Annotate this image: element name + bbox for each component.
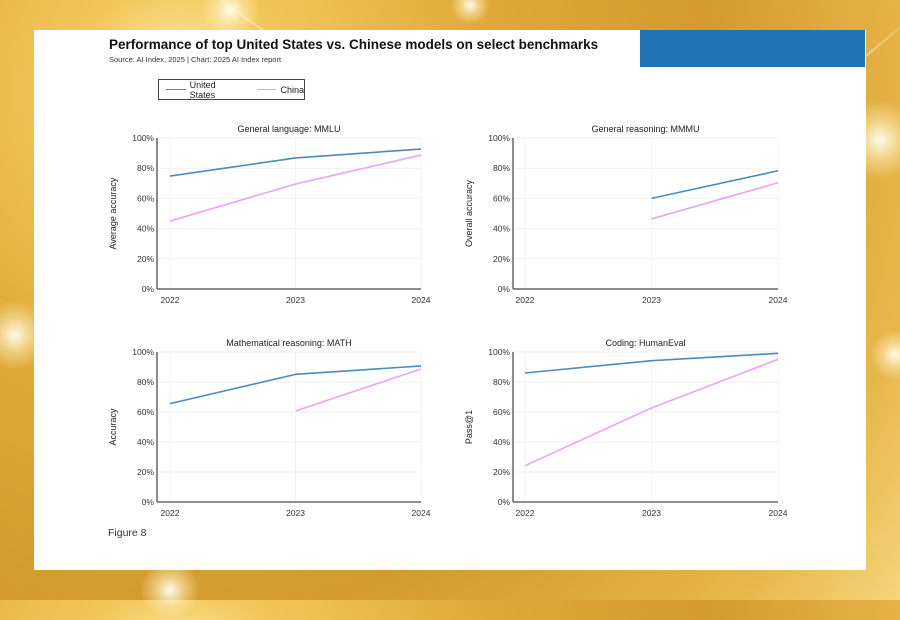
x-tick-label: 2024 bbox=[769, 295, 788, 305]
y-tick-label: 20% bbox=[493, 467, 510, 477]
y-tick-label: 60% bbox=[493, 407, 510, 417]
y-tick-label: 60% bbox=[137, 407, 154, 417]
subplot-title: Mathematical reasoning: MATH bbox=[226, 338, 351, 348]
legend-swatch-china bbox=[256, 89, 277, 90]
y-axis-label: Accuracy bbox=[108, 408, 118, 446]
y-tick-label: 40% bbox=[137, 437, 154, 447]
series-line-united-states bbox=[169, 365, 422, 405]
series-line-china bbox=[524, 358, 779, 467]
charts-canvas: 0% 20% 40% 60% 80% 100% 2022 2023 2024 General la… bbox=[108, 124, 788, 518]
x-tick-label: 2022 bbox=[516, 508, 535, 518]
series-line-china bbox=[295, 368, 422, 412]
x-tick-label: 2023 bbox=[286, 508, 305, 518]
y-tick-label: 100% bbox=[488, 133, 510, 143]
y-tick-label: 20% bbox=[137, 467, 154, 477]
y-axis-label: Pass@1 bbox=[464, 410, 474, 444]
subplot-title: General reasoning: MMMU bbox=[591, 124, 699, 134]
figure-label: Figure 8 bbox=[108, 527, 147, 539]
y-tick-label: 100% bbox=[132, 347, 154, 357]
y-tick-label: 80% bbox=[493, 163, 510, 173]
y-tick-label: 0% bbox=[498, 284, 511, 294]
y-tick-label: 0% bbox=[142, 497, 155, 507]
y-tick-label: 60% bbox=[137, 193, 154, 203]
y-tick-label: 20% bbox=[137, 254, 154, 264]
y-tick-label: 100% bbox=[488, 347, 510, 357]
legend-label-china: China bbox=[280, 84, 304, 95]
series-line-china bbox=[169, 154, 422, 222]
x-tick-label: 2023 bbox=[642, 295, 661, 305]
y-tick-label: 100% bbox=[132, 133, 154, 143]
x-tick-label: 2022 bbox=[161, 508, 180, 518]
chart-source: Source: AI Index, 2025 | Chart: 2025 AI … bbox=[109, 55, 282, 64]
y-tick-label: 20% bbox=[493, 254, 510, 264]
y-tick-label: 60% bbox=[493, 193, 510, 203]
x-tick-label: 2022 bbox=[161, 295, 180, 305]
y-tick-label: 40% bbox=[493, 437, 510, 447]
y-axis-label: Average accuracy bbox=[108, 177, 118, 249]
x-tick-label: 2024 bbox=[412, 508, 431, 518]
y-tick-label: 80% bbox=[137, 377, 154, 387]
series-line-united-states bbox=[169, 148, 422, 177]
x-tick-label: 2024 bbox=[769, 508, 788, 518]
y-tick-label: 40% bbox=[493, 224, 510, 234]
legend-swatch-us bbox=[166, 89, 186, 90]
subplot-title: General language: MMLU bbox=[237, 124, 340, 134]
series-line-united-states bbox=[524, 352, 779, 374]
legend-label-us: United States bbox=[189, 79, 216, 100]
chart-title: Performance of top United States vs. Chi… bbox=[109, 37, 599, 52]
y-tick-label: 0% bbox=[498, 497, 511, 507]
y-tick-label: 40% bbox=[137, 224, 154, 234]
x-tick-label: 2022 bbox=[516, 295, 535, 305]
y-axis-label: Overall accuracy bbox=[464, 179, 474, 247]
series-line-china bbox=[651, 181, 779, 220]
x-tick-label: 2023 bbox=[286, 295, 305, 305]
legend: United States China bbox=[158, 79, 305, 100]
y-tick-label: 80% bbox=[137, 163, 154, 173]
x-tick-label: 2023 bbox=[642, 508, 661, 518]
x-tick-label: 2024 bbox=[412, 295, 431, 305]
subplot-title: Coding: HumanEval bbox=[605, 338, 685, 348]
figure-panel bbox=[34, 30, 866, 570]
y-tick-label: 0% bbox=[142, 284, 155, 294]
y-tick-label: 80% bbox=[493, 377, 510, 387]
header-banner bbox=[640, 30, 865, 67]
series-line-united-states bbox=[651, 169, 779, 200]
